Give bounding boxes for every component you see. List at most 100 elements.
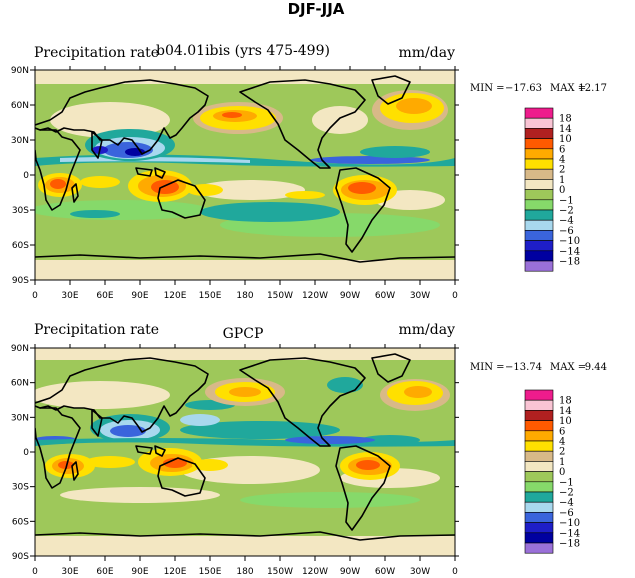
y-tick-label: 30S: [12, 483, 29, 493]
panel-title-left: Precipitation rate: [34, 45, 159, 61]
x-tick-label: 60W: [375, 291, 395, 301]
colorbar-swatch: [524, 501, 554, 513]
colorbar-label: 4: [559, 437, 565, 448]
colorbar-label: 10: [559, 134, 572, 145]
x-tick-label: 90E: [131, 291, 148, 301]
y-tick-label: 90N: [11, 66, 29, 76]
panel-title-center: b04.01ibis (yrs 475-499): [156, 43, 330, 59]
x-tick-label: 0: [32, 291, 38, 301]
precip-map-field: [35, 348, 455, 556]
colorbar-label: 18: [559, 114, 572, 125]
colorbar-swatch: [524, 209, 554, 221]
colorbar-label: 0: [559, 185, 565, 196]
x-tick-label: 60E: [96, 291, 113, 301]
x-tick-label: 120W: [302, 291, 328, 301]
x-tick-label: 180: [236, 291, 253, 301]
colorbar-swatch: [524, 230, 554, 241]
colorbar-label: −1: [559, 477, 574, 488]
colorbar-swatch: [524, 179, 554, 190]
colorbar-label: 4: [559, 155, 565, 166]
colorbar-label: 0: [559, 467, 565, 478]
colorbar-swatch: [524, 420, 554, 432]
y-tick-label: 90S: [12, 276, 29, 286]
x-tick-label: 150E: [199, 567, 222, 577]
panel-title-units: mm/day: [399, 45, 456, 61]
max-label: MAX =: [550, 83, 586, 94]
min-label: MIN =: [470, 362, 505, 373]
colorbar-swatch: [524, 158, 554, 170]
colorbar-label: 2: [559, 447, 565, 458]
colorbar-swatch: [524, 219, 554, 231]
colorbar-label: 14: [559, 124, 572, 135]
colorbar-label: −14: [559, 528, 580, 539]
colorbar-swatch: [524, 250, 554, 262]
min-label: MIN =: [470, 83, 505, 94]
precip-map-field: [35, 70, 455, 280]
x-tick-label: 0: [32, 567, 38, 577]
colorbar-label: −2: [559, 488, 574, 499]
colorbar-label: −4: [559, 498, 574, 509]
colorbar-swatch: [524, 461, 554, 472]
figure-title: DJF-JJA: [288, 0, 345, 18]
colorbar-label: −10: [559, 518, 580, 529]
x-tick-label: 120E: [164, 567, 187, 577]
colorbar-swatch: [524, 450, 554, 462]
colorbar-label: 6: [559, 426, 565, 437]
colorbar-label: 1: [559, 175, 565, 186]
y-tick-label: 0: [23, 448, 29, 458]
min-value: −13.74: [505, 362, 542, 373]
colorbar-swatch: [524, 532, 554, 544]
x-tick-label: 90W: [340, 291, 360, 301]
colorbar-swatch: [524, 107, 554, 119]
x-tick-label: 120E: [164, 291, 187, 301]
y-tick-label: 30N: [11, 413, 29, 423]
x-tick-label: 120W: [302, 567, 328, 577]
colorbar-swatch: [524, 410, 554, 421]
colorbar-swatch: [524, 542, 554, 554]
axis-ticks: 0 30E 60E 90E 120E 150E 180 150W 120W 90W 60W 30W 09…: [11, 344, 459, 577]
y-tick-label: 60S: [12, 241, 29, 251]
colorbar-label: −1: [559, 195, 574, 206]
x-tick-label: 150W: [267, 567, 293, 577]
colorbar-swatch: [524, 430, 554, 442]
x-tick-label: 30E: [61, 567, 78, 577]
x-tick-label: 90W: [340, 567, 360, 577]
x-tick-label: 30E: [61, 291, 78, 301]
y-tick-label: 60N: [11, 379, 29, 389]
panel-bottom: Precipitation rate GPCP mm/day: [11, 322, 607, 577]
colorbar-swatch: [524, 168, 554, 180]
y-tick-label: 60S: [12, 517, 29, 527]
x-tick-label: 0: [452, 567, 458, 577]
y-tick-label: 0: [23, 171, 29, 181]
min-value: −17.63: [505, 83, 542, 94]
colorbar-label: −4: [559, 216, 574, 227]
colorbar-swatch: [524, 491, 554, 503]
colorbar-swatch: [524, 138, 554, 150]
panel-title-left: Precipitation rate: [34, 322, 159, 338]
x-tick-label: 0: [452, 291, 458, 301]
y-tick-label: 30S: [12, 206, 29, 216]
x-tick-label: 150W: [267, 291, 293, 301]
colorbar-label: 6: [559, 144, 565, 155]
y-tick-label: 90S: [12, 552, 29, 562]
x-tick-label: 30W: [410, 291, 430, 301]
x-tick-label: 60E: [96, 567, 113, 577]
colorbar-swatch: [524, 389, 554, 401]
colorbar-swatch: [524, 471, 554, 483]
x-tick-label: 90E: [131, 567, 148, 577]
colorbar-swatch: [524, 199, 554, 211]
colorbar-label: −18: [559, 539, 580, 550]
colorbar-label: −18: [559, 257, 580, 268]
colorbar-label: −6: [559, 508, 574, 519]
colorbar-swatch: [524, 148, 554, 160]
y-tick-label: 90N: [11, 344, 29, 354]
y-tick-label: 60N: [11, 101, 29, 111]
colorbar-swatch: [524, 512, 554, 523]
colorbar-label: 10: [559, 416, 572, 427]
colorbar-swatch: [524, 260, 554, 272]
colorbar-label: −14: [559, 246, 580, 257]
colorbar-swatch: [524, 440, 554, 452]
colorbar-swatch: [524, 399, 554, 411]
